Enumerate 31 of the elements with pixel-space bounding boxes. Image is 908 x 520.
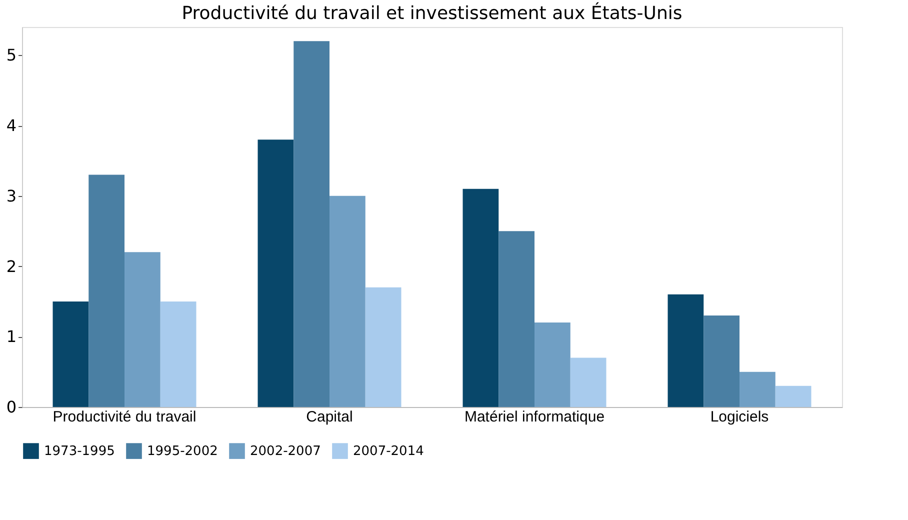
legend-label: 1995-2002 [147, 444, 218, 460]
y-tick-label: 2 [6, 256, 16, 276]
bar [52, 301, 89, 407]
bar [160, 301, 196, 407]
y-tick-label: 5 [6, 46, 16, 65]
bar [668, 294, 704, 407]
bar [534, 322, 570, 407]
bar [704, 316, 740, 407]
chart-title: Productivité du travail et investissement aux États-Unis [182, 2, 682, 24]
bar [498, 231, 534, 407]
bar [462, 188, 499, 407]
bar [258, 140, 294, 407]
y-tick-label: 3 [6, 186, 16, 206]
x-tick-label: Productivité du travail [52, 408, 196, 426]
legend-label: 2007-2014 [353, 444, 424, 460]
y-tick-label: 1 [6, 327, 16, 346]
bar [330, 196, 366, 407]
bar [88, 174, 124, 407]
x-tick-label: Capital [306, 408, 353, 426]
legend-label: 2002-2007 [250, 444, 321, 460]
bar [775, 386, 812, 407]
bar [740, 372, 776, 407]
bar [570, 358, 606, 407]
bar [365, 287, 402, 407]
y-tick-label: 0 [6, 398, 16, 416]
bar [294, 41, 330, 407]
y-tick-label: 4 [6, 116, 16, 136]
x-tick-label: Matériel informatique [464, 408, 605, 426]
legend-label: 1973-1995 [44, 444, 115, 460]
bar [124, 252, 160, 407]
x-tick-label: Logiciels [710, 408, 769, 426]
